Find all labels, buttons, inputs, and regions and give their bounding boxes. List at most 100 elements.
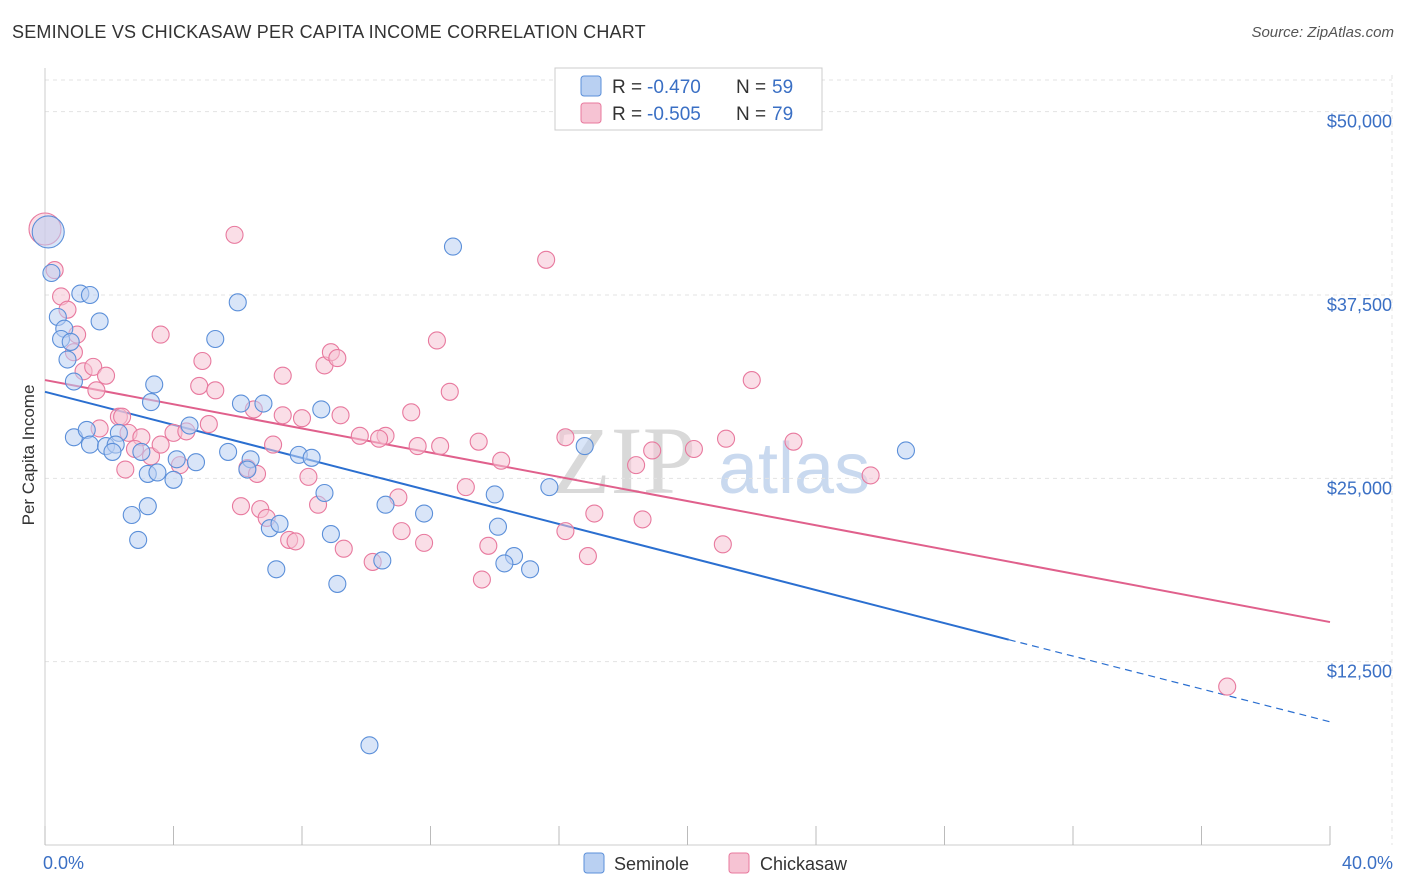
data-point-seminole bbox=[267, 560, 286, 579]
data-point-chickasaw bbox=[492, 451, 511, 470]
data-point-chickasaw bbox=[415, 533, 434, 552]
data-point-chickasaw bbox=[350, 426, 369, 445]
data-point-seminole bbox=[415, 504, 434, 523]
data-point-seminole bbox=[138, 497, 157, 516]
data-point-seminole bbox=[103, 442, 122, 461]
x-tick-label-start: 0.0% bbox=[43, 853, 84, 873]
data-point-seminole bbox=[495, 554, 514, 573]
data-point-seminole bbox=[61, 332, 80, 351]
data-point-seminole bbox=[485, 485, 504, 504]
trend-line-chickasaw bbox=[44, 379, 1331, 624]
data-point-chickasaw bbox=[402, 403, 421, 422]
legend-n-label-seminole: N = bbox=[736, 77, 766, 98]
data-point-chickasaw bbox=[427, 331, 446, 350]
data-point-seminole bbox=[132, 442, 151, 461]
data-point-chickasaw bbox=[199, 415, 218, 434]
data-point-seminole bbox=[575, 437, 594, 456]
legend-n-value-seminole: 59 bbox=[772, 77, 793, 98]
data-point-seminole bbox=[315, 483, 334, 503]
legend-r-value-chickasaw: -0.505 bbox=[647, 104, 701, 125]
data-point-seminole bbox=[376, 495, 395, 514]
legend-n-label-chickasaw: N = bbox=[736, 104, 766, 125]
data-point-seminole bbox=[90, 312, 109, 331]
y-tick-label: $50,000 bbox=[1327, 112, 1392, 132]
chart-title: SEMINOLE VS CHICKASAW PER CAPITA INCOME … bbox=[12, 22, 646, 42]
data-point-seminole bbox=[488, 517, 508, 536]
data-point-chickasaw bbox=[537, 250, 556, 269]
y-tick-label: $37,500 bbox=[1327, 295, 1392, 315]
legend-swatch-chickasaw bbox=[580, 102, 602, 124]
trend-line-seminole bbox=[44, 390, 1009, 641]
data-point-chickasaw bbox=[190, 376, 209, 395]
data-point-chickasaw bbox=[264, 435, 283, 454]
data-point-chickasaw bbox=[225, 225, 244, 244]
data-point-seminole bbox=[238, 460, 257, 479]
data-point-chickasaw bbox=[469, 432, 488, 451]
data-point-chickasaw bbox=[684, 439, 703, 459]
data-point-chickasaw bbox=[713, 535, 732, 554]
legend-r-label-seminole: R = bbox=[612, 77, 642, 98]
data-point-seminole bbox=[521, 560, 540, 579]
data-point-seminole bbox=[145, 375, 164, 394]
y-tick-label: $12,500 bbox=[1327, 662, 1392, 682]
bottom-legend-swatch-chickasaw bbox=[728, 852, 750, 874]
data-point-seminole bbox=[129, 530, 148, 549]
data-point-chickasaw bbox=[742, 371, 761, 390]
y-tick-labels: $12,500 $25,000 $37,500 $50,000 bbox=[1327, 112, 1392, 682]
data-point-chickasaw bbox=[193, 351, 212, 371]
bottom-legend: Seminole Chickasaw bbox=[583, 852, 848, 874]
data-point-chickasaw bbox=[1218, 677, 1237, 696]
legend-r-label-chickasaw: R = bbox=[612, 104, 642, 125]
data-point-seminole bbox=[64, 372, 83, 391]
data-point-seminole bbox=[148, 463, 167, 482]
data-point-chickasaw bbox=[328, 349, 347, 368]
data-point-chickasaw bbox=[292, 409, 312, 428]
x-tick-labels: 0.0% 40.0% bbox=[43, 853, 1393, 873]
data-point-chickasaw bbox=[331, 406, 350, 425]
data-point-seminole bbox=[77, 420, 96, 439]
x-tick-label-end: 40.0% bbox=[1342, 853, 1393, 873]
data-points bbox=[28, 212, 1237, 755]
legend: R = -0.470 N = 59 R = -0.505 N = 79 bbox=[554, 67, 823, 131]
bottom-legend-label-chickasaw: Chickasaw bbox=[760, 854, 848, 874]
data-point-chickasaw bbox=[456, 478, 475, 497]
data-point-seminole bbox=[206, 329, 225, 349]
data-point-chickasaw bbox=[370, 429, 389, 448]
data-point-seminole bbox=[328, 574, 347, 593]
data-point-chickasaw bbox=[408, 437, 427, 456]
data-point-seminole bbox=[141, 393, 161, 412]
data-point-chickasaw bbox=[273, 366, 292, 385]
data-point-seminole bbox=[254, 394, 273, 413]
data-point-seminole bbox=[312, 400, 331, 419]
data-point-chickasaw bbox=[556, 428, 575, 447]
data-point-seminole bbox=[228, 293, 247, 312]
axes bbox=[44, 68, 1331, 846]
data-point-chickasaw bbox=[472, 570, 491, 589]
data-point-chickasaw bbox=[392, 522, 411, 541]
data-point-chickasaw bbox=[716, 429, 736, 448]
data-point-chickasaw bbox=[479, 536, 498, 555]
legend-n-value-chickasaw: 79 bbox=[772, 104, 793, 125]
data-point-chickasaw bbox=[116, 460, 135, 479]
bottom-legend-swatch-seminole bbox=[583, 852, 605, 874]
data-point-chickasaw bbox=[113, 407, 132, 426]
data-point-seminole bbox=[164, 470, 183, 489]
data-point-seminole bbox=[122, 505, 141, 525]
data-point-seminole bbox=[219, 442, 238, 461]
trend-line-seminole-extension bbox=[1008, 639, 1331, 723]
data-point-seminole bbox=[321, 525, 340, 544]
data-point-chickasaw bbox=[151, 435, 170, 454]
data-point-chickasaw bbox=[633, 510, 652, 529]
data-point-seminole bbox=[31, 215, 65, 249]
data-point-chickasaw bbox=[440, 382, 459, 401]
data-point-seminole bbox=[540, 478, 559, 497]
trend-lines bbox=[44, 379, 1331, 723]
data-point-chickasaw bbox=[286, 532, 305, 551]
data-point-seminole bbox=[896, 441, 916, 460]
data-point-chickasaw bbox=[431, 437, 450, 456]
data-point-chickasaw bbox=[334, 539, 353, 558]
legend-swatch-seminole bbox=[580, 75, 602, 97]
data-point-chickasaw bbox=[861, 466, 880, 485]
data-point-chickasaw bbox=[206, 381, 225, 400]
